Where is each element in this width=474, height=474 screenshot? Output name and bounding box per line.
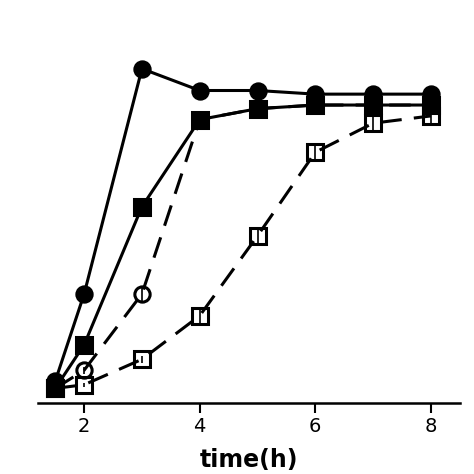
- X-axis label: time(h): time(h): [200, 447, 298, 472]
